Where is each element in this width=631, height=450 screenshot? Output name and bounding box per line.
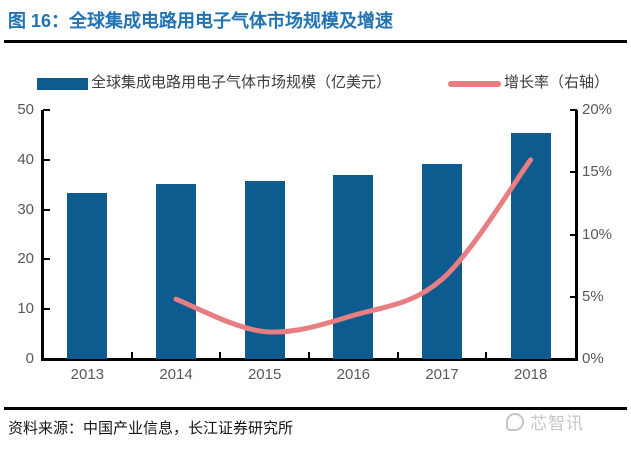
y-axis-right-tick-label: 10% — [582, 225, 613, 243]
y-axis-left-tick-label: 30 — [17, 200, 34, 218]
y-axis-left-tick-label: 40 — [17, 150, 34, 168]
x-axis-tick — [219, 352, 222, 359]
legend-line-label: 增长率（右轴） — [504, 74, 610, 91]
bar-2017 — [422, 163, 462, 359]
y-axis-right-tick-label: 20% — [582, 101, 613, 118]
x-axis-tick — [396, 352, 399, 359]
bar-2015 — [244, 180, 285, 359]
y-axis-left-tick-label: 50 — [17, 101, 34, 118]
y-axis-right-tick-label: 0% — [582, 350, 604, 367]
y-axis-left-tick — [43, 109, 50, 111]
x-axis — [41, 358, 578, 361]
figure-title: 图 16：全球集成电路用电子气体市场规模及增速 — [8, 11, 394, 31]
watermark: 芯智讯 — [506, 409, 584, 434]
title-divider — [4, 40, 627, 43]
y-axis-left-tick — [43, 158, 50, 161]
y-axis-right-tick — [570, 171, 577, 174]
y-axis-right-tick — [570, 233, 577, 236]
y-axis-left-tick-label: 0 — [25, 350, 34, 367]
x-axis-category-label: 2018 — [513, 366, 548, 383]
bar-2013 — [67, 192, 108, 359]
watermark-text: 芯智讯 — [530, 414, 584, 433]
y-axis-right-tick-label: 5% — [582, 287, 604, 305]
y-axis-right-tick-label: 15% — [582, 163, 613, 181]
y-axis-right-tick — [570, 109, 577, 111]
x-axis-category-label: 2016 — [336, 366, 371, 383]
y-axis-left-tick — [43, 208, 50, 211]
y-axis-left-tick — [43, 258, 50, 261]
source-note: 资料来源：中国产业信息，长江证券研究所 — [8, 420, 294, 437]
legend-bar-swatch — [37, 78, 88, 90]
x-axis-category-label: 2017 — [425, 366, 459, 383]
footer-divider — [4, 407, 627, 410]
x-axis-category-label: 2014 — [159, 366, 193, 383]
watermark-logo-icon — [506, 412, 524, 431]
bar-2018 — [510, 132, 551, 359]
bar-2016 — [333, 174, 374, 359]
x-axis-tick — [308, 352, 310, 359]
y-axis-right-tick — [570, 295, 577, 298]
bar-2014 — [156, 183, 196, 359]
x-axis-tick — [485, 352, 488, 359]
x-axis-category-label: 2013 — [70, 366, 105, 383]
x-axis-tick — [130, 352, 133, 359]
legend-bar-label: 全球集成电路用电子气体市场规模（亿美元） — [91, 74, 392, 91]
x-axis-category-label: 2015 — [247, 366, 282, 383]
y-axis-left — [41, 110, 44, 359]
y-axis-left-tick — [43, 308, 50, 311]
legend-line-swatch — [448, 81, 501, 87]
y-axis-left-tick-label: 20 — [17, 250, 34, 268]
y-axis-left-tick-label: 10 — [17, 300, 34, 318]
